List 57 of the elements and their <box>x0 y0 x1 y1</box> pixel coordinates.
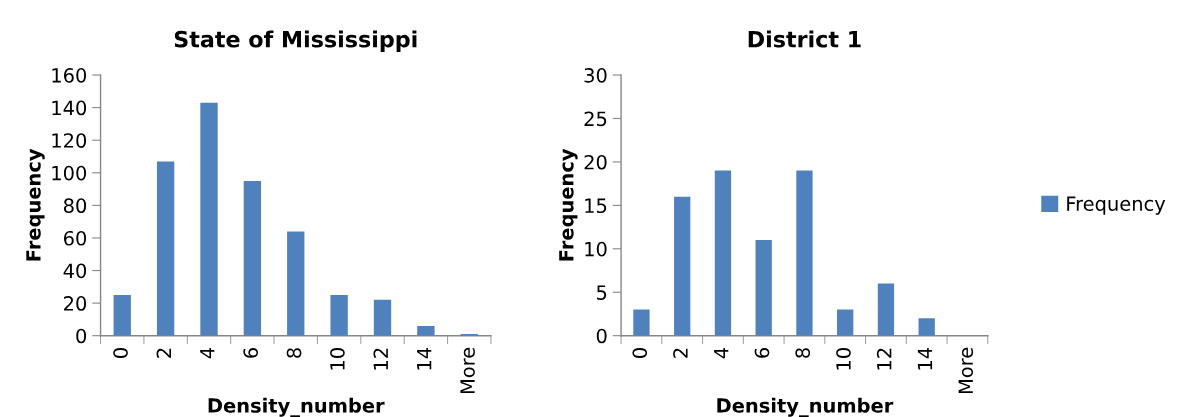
y-tick-label: 100 <box>52 165 87 181</box>
x-tick-label: 2 <box>673 348 688 358</box>
chart-title: State of Mississippi <box>174 30 417 52</box>
x-tick-label: 2 <box>156 348 171 358</box>
bar <box>918 318 935 336</box>
x-tick-label: 6 <box>754 348 770 358</box>
legend-label: Frequency <box>1067 196 1166 215</box>
x-tick-label: 4 <box>714 347 729 359</box>
y-tick-label: 80 <box>63 198 87 214</box>
y-tick-label: 10 <box>585 241 607 257</box>
y-tick-label: 160 <box>52 68 87 83</box>
x-tick-label: 12 <box>876 348 892 370</box>
bar <box>113 294 131 336</box>
x-tick-label: 10 <box>836 348 851 370</box>
bar <box>755 240 772 336</box>
y-axis-title: Frequency <box>559 148 578 261</box>
bar <box>837 309 854 336</box>
x-tick-label: More <box>958 347 974 394</box>
bar <box>287 231 305 336</box>
y-tick-label: 20 <box>584 154 607 170</box>
y-axis-title: Frequency <box>26 148 45 261</box>
y-tick-label: 120 <box>52 133 87 148</box>
x-tick-label: 0 <box>113 348 128 358</box>
bar <box>633 309 650 336</box>
x-axis-title: Density_number <box>208 397 385 417</box>
y-tick-label: 20 <box>64 296 87 311</box>
bar <box>200 102 218 336</box>
x-tick-label: 10 <box>330 348 345 370</box>
y-tick-label: 25 <box>584 111 607 127</box>
x-tick-label: 8 <box>795 348 811 358</box>
x-tick-label: 14 <box>917 347 933 370</box>
y-tick-label: 15 <box>585 198 607 214</box>
x-tick-label: 6 <box>243 348 259 358</box>
x-tick-label: More <box>460 347 475 394</box>
bar <box>156 161 175 336</box>
y-tick-label: 140 <box>52 100 87 116</box>
x-tick-label: 14 <box>417 347 432 370</box>
bar <box>796 170 813 336</box>
bar <box>243 180 262 336</box>
chart-title: District 1 <box>748 30 861 48</box>
y-tick-label: 40 <box>63 263 87 279</box>
bar <box>330 294 348 336</box>
y-tick-label: 0 <box>596 328 607 344</box>
bar <box>877 283 895 336</box>
bar <box>373 299 392 336</box>
bar <box>417 325 435 336</box>
y-tick-label: 0 <box>76 328 87 344</box>
x-tick-label: 0 <box>632 348 648 358</box>
x-axis-title: Density_number <box>717 397 894 417</box>
x-tick-label: 4 <box>200 347 215 359</box>
bar <box>714 170 732 336</box>
bar <box>674 196 691 336</box>
x-tick-label: 12 <box>373 348 388 370</box>
y-tick-label: 5 <box>597 285 607 300</box>
y-tick-label: 60 <box>63 230 87 246</box>
y-tick-label: 30 <box>584 68 607 83</box>
x-tick-label: 8 <box>286 348 302 358</box>
